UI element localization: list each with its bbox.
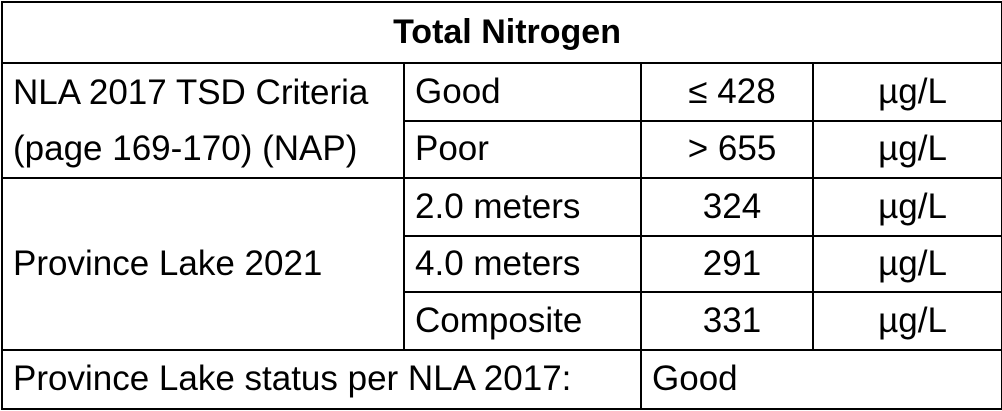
measurement-unit-composite: µg/L [811,291,1002,351]
measurement-row-2m: Province Lake 2021 2.0 meters 324 µg/L [1,176,1002,351]
criteria-unit-poor: µg/L [811,119,1002,179]
table-title: Total Nitrogen [0,0,1002,65]
measurement-depth-composite: Composite [403,291,642,351]
status-label: Province Lake status per NLA 2017: [1,348,642,411]
status-value: Good [639,348,1002,411]
measurement-value-composite: 331 [640,291,814,351]
measurement-row-4m: 4.0 meters 291 µg/L [2,235,1002,294]
status-row: Province Lake status per NLA 2017: Good [1,348,1002,411]
criteria-row-poor: Poor > 655 µg/L [2,119,1002,179]
criteria-value-good: ≤ 428 [640,62,814,122]
criteria-class-poor: Poor [403,119,642,179]
measurement-depth-2m: 2.0 meters [403,176,642,238]
criteria-unit-good: µg/L [811,62,1002,122]
criteria-value-poor: > 655 [640,119,814,179]
criteria-label: NLA 2017 TSD Criteria (page 169-170) (NA… [1,62,405,179]
criteria-label-line1: NLA 2017 TSD Criteria [13,72,369,112]
criteria-row-good: NLA 2017 TSD Criteria (page 169-170) (NA… [1,62,1002,179]
measurement-row-composite: Composite 331 µg/L [2,291,1002,351]
measurement-unit-4m: µg/L [811,235,1002,294]
criteria-label-line2: (page 169-170) (NAP) [13,128,358,168]
measurement-label: Province Lake 2021 [1,176,405,351]
measurement-depth-4m: 4.0 meters [403,235,642,294]
measurement-value-4m: 291 [640,235,814,294]
measurement-unit-2m: µg/L [811,176,1002,238]
title-row: Total Nitrogen [0,0,1002,65]
measurement-value-2m: 324 [640,176,814,238]
criteria-class-good: Good [403,62,642,122]
